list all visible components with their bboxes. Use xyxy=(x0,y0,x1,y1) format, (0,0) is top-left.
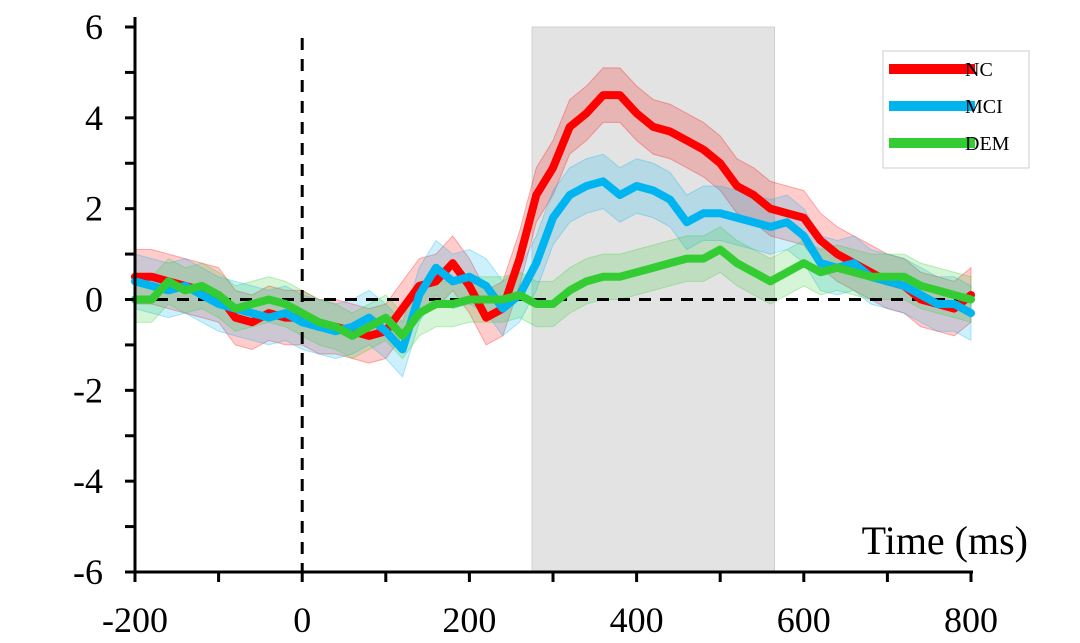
x-tick-label: -200 xyxy=(102,600,168,640)
y-tick-label: 0 xyxy=(85,280,103,320)
legend-label-mci: MCI xyxy=(965,96,1003,118)
x-tick-label: 600 xyxy=(777,600,831,640)
y-tick-label: -6 xyxy=(73,552,103,592)
series-lines-layer xyxy=(131,91,975,354)
legend-label-nc: NC xyxy=(965,59,993,81)
y-tick-label: -4 xyxy=(73,461,103,501)
x-tick-label: 800 xyxy=(944,600,998,640)
legend: NC MCI DEM xyxy=(882,50,1030,169)
y-tick-label: 6 xyxy=(85,7,103,47)
series-line-dem xyxy=(131,245,975,340)
legend-label-dem: DEM xyxy=(965,133,1010,155)
axes-layer: -6 -4 -2 0 2 4 6 -200 0 200 400 600 800 xyxy=(73,7,998,640)
y-tick-label: -2 xyxy=(73,370,103,410)
x-axis-title: Time (ms) xyxy=(862,518,1028,563)
y-tick-label: 4 xyxy=(85,98,103,138)
x-tick-label: 0 xyxy=(293,600,311,640)
x-tick-label: 400 xyxy=(610,600,664,640)
reference-lines-layer xyxy=(135,38,971,572)
y-tick-label: 2 xyxy=(85,189,103,229)
error-band-mci xyxy=(134,153,972,378)
x-tick-label: 200 xyxy=(442,600,496,640)
